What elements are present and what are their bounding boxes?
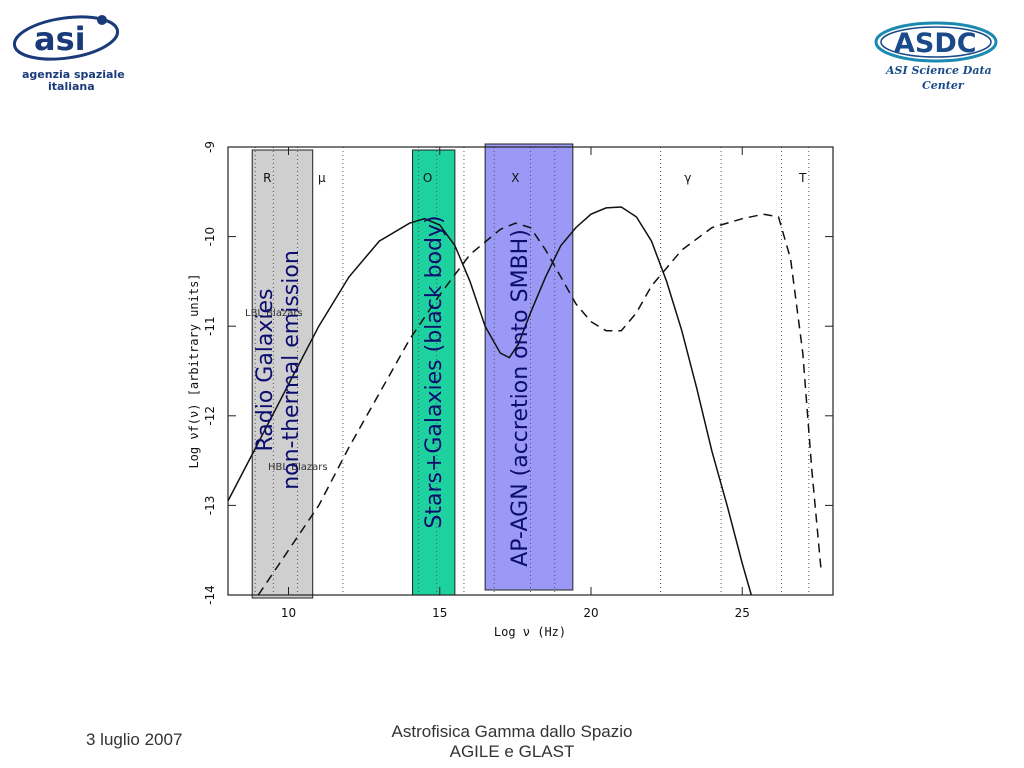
annotation-ap-agn: AP-AGN (accretion onto SMBH) [508, 229, 533, 567]
asi-logo-line1: agenzia spaziale [22, 68, 125, 81]
y-tick-label: -12 [203, 406, 217, 426]
y-tick-label: -13 [203, 496, 217, 516]
x-tick-label: 15 [432, 606, 447, 620]
x-tick-label: 20 [583, 606, 598, 620]
asi-logo-line2: italiana [48, 80, 95, 93]
asdc-logo: ASDC ASI Science Data Center [874, 21, 998, 92]
asi-logo-name: asi [34, 20, 86, 58]
band-letter-label: X [511, 171, 519, 185]
y-tick-label: -11 [203, 316, 217, 336]
y-axis-label: Log νf(ν) [arbitrary units] [187, 273, 201, 468]
annotation-stars-galaxies: Stars+Galaxies (black body) [422, 215, 447, 528]
plot-frame [227, 146, 834, 596]
asi-logo: asi agenzia spaziale italiana [12, 15, 125, 93]
series-layer [227, 206, 822, 596]
annotation-radio-galaxies: Radio Galaxies [253, 288, 278, 451]
annotation-non-thermal-emission: non-thermal emission [279, 250, 304, 490]
asdc-logo-line2: Center [922, 79, 965, 92]
series-line-dashed [257, 213, 822, 596]
band-letter-label: O [423, 171, 432, 185]
highlight-band [412, 149, 456, 596]
highlight-bands-layer [251, 143, 574, 599]
band-letter-label: γ [684, 171, 691, 185]
band-letter-label: μ [318, 171, 326, 185]
x-tick-label: 25 [735, 606, 750, 620]
footer-title: Astrofisica Gamma dallo Spazio AGILE e G… [362, 722, 662, 762]
x-tick-label: 10 [281, 606, 296, 620]
band-letter-label: R [263, 171, 271, 185]
footer-date: 3 luglio 2007 [86, 730, 183, 749]
axis-ticks-layer: 10 15 20 25 -9 -10 -11 -12 -13 -14 [203, 141, 833, 620]
y-tick-label: -10 [203, 227, 217, 247]
asdc-logo-line1: ASI Science Data [885, 64, 992, 77]
x-axis-label: Log ν (Hz) [494, 625, 566, 639]
annotation-lbl-blazars: LBL Blazars [245, 308, 303, 319]
highlight-band [484, 143, 574, 591]
y-tick-label: -9 [203, 141, 217, 153]
y-tick-label: -14 [203, 585, 217, 605]
band-letter-label: T [798, 171, 807, 185]
footer-title-line1: Astrofisica Gamma dallo Spazio [391, 722, 633, 741]
highlight-band [251, 149, 314, 599]
band-lines-layer [254, 147, 810, 595]
footer-title-line2: AGILE e GLAST [449, 742, 575, 761]
annotation-hbl-blazars: HBL Blazars [268, 462, 328, 473]
series-line-solid [227, 206, 753, 596]
asdc-logo-name: ASDC [894, 28, 977, 59]
